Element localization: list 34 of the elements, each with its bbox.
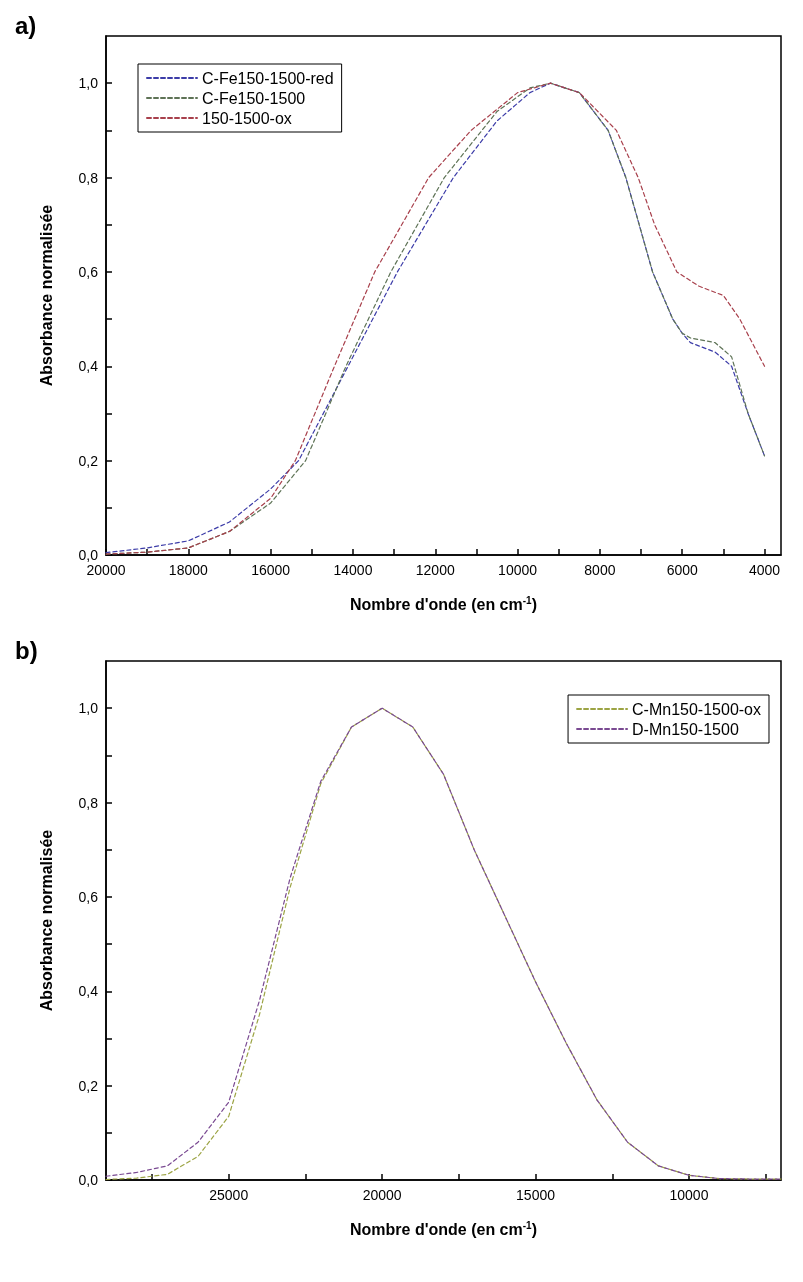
y-tick-label: 0,6 [78, 888, 99, 905]
legend-label: C-Fe150-1500 [202, 89, 306, 107]
legend-label: C-Fe150-1500-red [202, 69, 334, 87]
y-tick-label: 0,2 [78, 1077, 99, 1094]
x-tick-label: 12000 [415, 562, 455, 578]
y-tick-label: 0,4 [78, 358, 99, 375]
legend-label: 150-1500-ox [202, 109, 292, 127]
x-tick-label: 25000 [209, 1187, 249, 1203]
y-axis-title: Absorbance normalisée [37, 829, 55, 1012]
y-tick-label: 0,0 [78, 1172, 99, 1188]
x-tick-label: 20000 [362, 1187, 402, 1203]
x-tick-label: 15000 [516, 1187, 556, 1203]
x-tick-label: 8000 [584, 562, 616, 578]
legend-label: C-Mn150-1500-ox [632, 700, 761, 718]
y-tick-label: 0,8 [78, 794, 99, 811]
x-tick-label: 14000 [333, 562, 373, 578]
y-tick-label: 0,6 [78, 263, 99, 280]
x-tick-label: 20000 [86, 562, 126, 578]
y-tick-label: 0,2 [78, 452, 99, 469]
chart-title: b) [15, 636, 38, 664]
x-tick-label: 10000 [498, 562, 538, 578]
chart-title: a) [15, 11, 37, 39]
x-tick-label: 18000 [168, 562, 208, 578]
y-tick-label: 0,0 [78, 547, 99, 563]
y-axis-title: Absorbance normalisée [37, 204, 55, 387]
legend-label: D-Mn150-1500 [632, 720, 739, 738]
x-tick-label: 10000 [669, 1187, 709, 1203]
y-tick-label: 0,8 [78, 169, 99, 186]
y-tick-label: 0,4 [78, 983, 99, 1000]
y-tick-label: 1,0 [78, 700, 99, 717]
y-tick-label: 1,0 [78, 75, 99, 92]
x-tick-label: 4000 [748, 562, 781, 578]
x-tick-label: 16000 [251, 562, 291, 578]
x-tick-label: 6000 [666, 562, 698, 578]
